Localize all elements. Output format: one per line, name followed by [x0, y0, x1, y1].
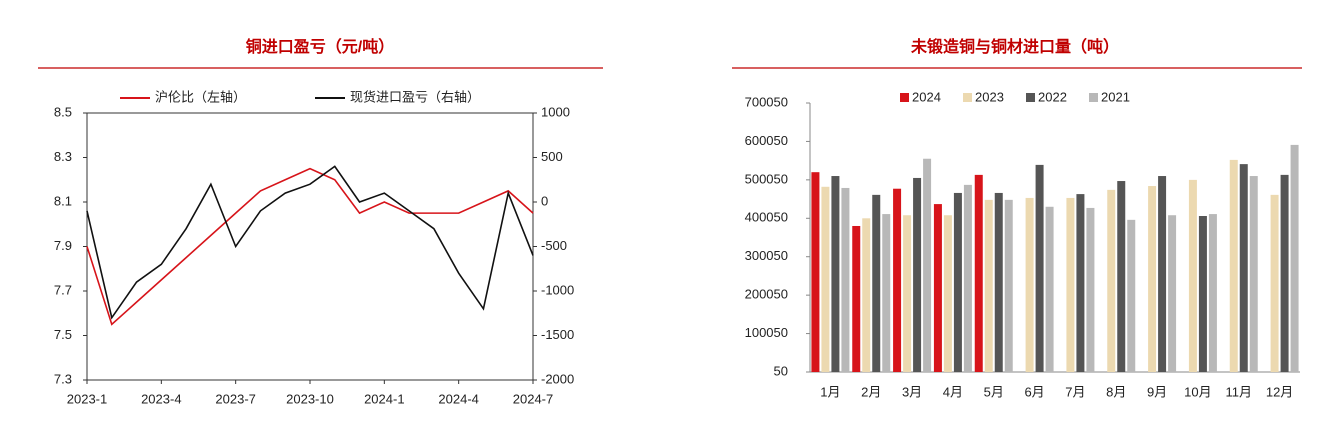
y-tick-label: 400050 — [745, 210, 788, 225]
x-tick-label: 2024-7 — [513, 391, 553, 406]
bar — [1004, 199, 1013, 372]
series-line — [86, 165, 534, 320]
legend-label: 2024 — [912, 89, 941, 104]
y-tick-label: 7.3 — [54, 371, 72, 386]
x-tick-label: 3月 — [902, 384, 922, 399]
bar — [1280, 174, 1289, 372]
bar — [913, 177, 922, 372]
x-tick-label: 4月 — [943, 384, 963, 399]
x-tick-label: 2023-10 — [286, 391, 334, 406]
bar — [1270, 194, 1279, 372]
bar — [1107, 189, 1116, 372]
x-tick-label: 2月 — [861, 384, 881, 399]
x-tick-label: 7月 — [1065, 384, 1085, 399]
chart-title: 铜进口盈亏（元/吨） — [246, 37, 394, 56]
bar — [1086, 207, 1095, 372]
bar — [872, 194, 881, 372]
bar — [893, 188, 902, 372]
y-tick-label: 8.5 — [54, 104, 72, 119]
bar — [1076, 194, 1085, 372]
y-tick-label: 700050 — [745, 94, 788, 109]
y-tick-label: 100050 — [745, 325, 788, 340]
bar — [821, 186, 830, 372]
legend-label: 2021 — [1101, 89, 1130, 104]
bar — [852, 225, 861, 372]
bar — [1249, 176, 1258, 372]
y-tick-label: 8.1 — [54, 193, 72, 208]
bar — [1045, 206, 1054, 372]
bar — [974, 174, 983, 372]
x-tick-label: 10月 — [1184, 384, 1211, 399]
x-tick-label: 6月 — [1024, 384, 1044, 399]
plot-frame — [86, 112, 534, 381]
bar — [994, 192, 1003, 372]
y2-tick-label: -2000 — [541, 371, 574, 386]
x-tick-label: 11月 — [1226, 384, 1253, 399]
legend-swatch — [963, 93, 972, 102]
bar — [882, 214, 891, 372]
bar — [1035, 164, 1044, 372]
x-tick-label: 8月 — [1106, 384, 1126, 399]
x-tick-label: 12月 — [1266, 384, 1293, 399]
legend-label: 沪伦比（左轴） — [155, 89, 246, 104]
bar — [923, 158, 932, 372]
legend-label: 2023 — [975, 89, 1004, 104]
bar — [811, 172, 820, 372]
x-tick-label: 2023-7 — [215, 391, 255, 406]
y-tick-label: 300050 — [745, 248, 788, 263]
y-tick-label: 600050 — [745, 133, 788, 148]
y-tick-label: 8.3 — [54, 149, 72, 164]
bar — [953, 192, 962, 372]
y2-tick-label: 500 — [541, 149, 563, 164]
y2-tick-label: -1500 — [541, 327, 574, 342]
x-tick-label: 5月 — [984, 384, 1004, 399]
bar — [1239, 164, 1248, 372]
bar — [933, 204, 942, 372]
bar — [1025, 197, 1034, 372]
series-line — [86, 167, 534, 326]
legend-swatch — [900, 93, 909, 102]
x-tick-label: 9月 — [1147, 384, 1167, 399]
bar — [831, 176, 840, 372]
y2-tick-label: 0 — [541, 193, 548, 208]
bar — [1188, 179, 1197, 372]
bar — [841, 187, 850, 372]
bar — [1290, 144, 1299, 372]
x-tick-label: 2023-1 — [67, 391, 107, 406]
x-tick-label: 2024-1 — [364, 391, 404, 406]
bar — [1168, 215, 1177, 372]
x-tick-label: 2023-4 — [141, 391, 181, 406]
bar — [1229, 159, 1238, 372]
y2-tick-label: 1000 — [541, 104, 570, 119]
x-tick-label: 1月 — [820, 384, 840, 399]
y-tick-label: 200050 — [745, 287, 788, 302]
bar — [1127, 219, 1136, 372]
bar — [943, 215, 952, 372]
bar — [1148, 186, 1157, 372]
y-tick-label: 50 — [774, 363, 788, 378]
bar — [1117, 181, 1126, 372]
bar — [984, 199, 993, 372]
x-tick-label: 2024-4 — [438, 391, 478, 406]
legend-swatch — [1089, 93, 1098, 102]
legend-label: 现货进口盈亏（右轴） — [350, 89, 480, 104]
y-tick-label: 7.9 — [54, 238, 72, 253]
y2-tick-label: -500 — [541, 238, 567, 253]
bar — [903, 215, 912, 372]
bar — [1158, 176, 1167, 372]
chart-title: 未锻造铜与铜材进口量（吨） — [910, 37, 1119, 56]
bar — [963, 184, 972, 372]
y2-tick-label: -1000 — [541, 282, 574, 297]
y-tick-label: 7.7 — [54, 282, 72, 297]
bar — [1208, 214, 1217, 372]
legend-label: 2022 — [1038, 89, 1067, 104]
y-tick-label: 7.5 — [54, 327, 72, 342]
bar — [862, 218, 871, 372]
legend-swatch — [1026, 93, 1035, 102]
bar — [1198, 215, 1207, 372]
y-tick-label: 500050 — [745, 171, 788, 186]
bar — [1066, 197, 1075, 372]
